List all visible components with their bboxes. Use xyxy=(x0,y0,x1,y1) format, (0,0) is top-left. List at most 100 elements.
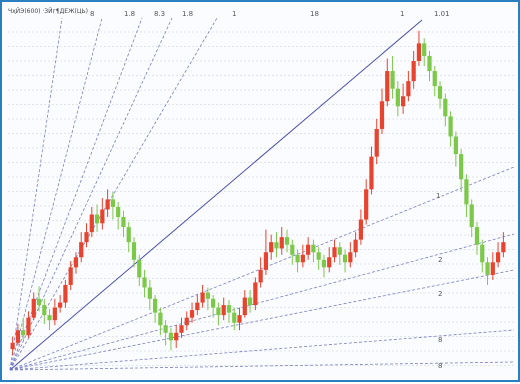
candle xyxy=(300,244,305,268)
candle xyxy=(105,189,110,218)
candle-body xyxy=(453,136,458,155)
candle xyxy=(342,249,348,273)
candle xyxy=(306,237,311,260)
candle-body xyxy=(395,88,400,107)
candle xyxy=(116,201,121,230)
candle xyxy=(226,300,232,323)
candle-body xyxy=(195,302,200,311)
candle xyxy=(221,297,226,321)
candle xyxy=(131,237,137,268)
candle xyxy=(358,209,364,245)
candle-body xyxy=(358,219,364,240)
candle-body xyxy=(258,269,263,283)
candle xyxy=(200,284,205,308)
top-label: 1 xyxy=(232,10,236,18)
candle xyxy=(216,302,221,326)
candle-body xyxy=(306,244,311,255)
candle xyxy=(290,239,295,265)
candle-body xyxy=(174,332,179,341)
candle-body xyxy=(31,298,36,318)
candle xyxy=(126,222,131,253)
candle xyxy=(84,223,89,248)
candle-body xyxy=(379,101,385,129)
fan-line xyxy=(9,233,515,371)
candle-body xyxy=(279,237,284,249)
gann-fan-lines xyxy=(9,17,515,371)
candle-body xyxy=(89,214,94,233)
candle-body xyxy=(84,232,89,243)
fan-level-label: 8 xyxy=(438,362,442,370)
candle xyxy=(195,295,200,316)
candle xyxy=(369,146,374,195)
candle xyxy=(58,295,63,313)
candle xyxy=(485,257,490,285)
candle-body xyxy=(63,284,68,303)
candle xyxy=(437,81,443,109)
candle xyxy=(474,222,480,255)
candle-body xyxy=(131,242,137,260)
candle xyxy=(279,227,284,255)
candle-body xyxy=(247,297,253,306)
candle xyxy=(189,302,195,323)
fan-line xyxy=(9,166,515,371)
candle-body xyxy=(495,252,501,263)
candle-body xyxy=(152,298,158,313)
candle-body xyxy=(501,242,506,253)
candle xyxy=(422,38,427,67)
candle-body xyxy=(94,214,100,224)
top-label: 18 xyxy=(310,10,319,18)
candle xyxy=(416,30,422,67)
candle-body xyxy=(327,257,332,268)
candle-body xyxy=(242,297,247,316)
candle xyxy=(36,286,42,312)
candle xyxy=(495,242,501,268)
candle-body xyxy=(353,239,358,253)
candle-body xyxy=(179,325,184,333)
candle-body xyxy=(221,305,226,316)
candle xyxy=(179,317,184,338)
candle xyxy=(327,247,332,273)
candle xyxy=(15,323,21,346)
candle xyxy=(158,307,163,336)
candle-body xyxy=(432,71,437,87)
candle xyxy=(237,307,242,331)
fan-line xyxy=(9,269,515,371)
candle-body xyxy=(316,252,321,260)
candle xyxy=(448,111,453,147)
candle-body xyxy=(348,252,353,263)
candle xyxy=(395,81,400,117)
fan-level-label: 8 xyxy=(438,336,442,344)
candle xyxy=(94,204,100,233)
fan-line xyxy=(9,17,143,371)
candle xyxy=(464,174,469,218)
candle xyxy=(242,289,247,318)
candle-body xyxy=(332,247,337,258)
candle-body xyxy=(364,189,369,220)
candle xyxy=(31,292,36,321)
candle xyxy=(321,254,327,278)
candle-body xyxy=(369,156,374,190)
candle-body xyxy=(100,209,105,224)
candle-body xyxy=(263,252,269,270)
candle-body xyxy=(342,254,348,263)
candle xyxy=(316,247,321,270)
candle xyxy=(52,298,57,326)
candle-body xyxy=(427,55,432,72)
candle xyxy=(364,179,369,225)
candle xyxy=(490,252,495,280)
candle xyxy=(353,232,358,258)
candle-body xyxy=(79,242,84,258)
candle-body xyxy=(237,315,242,323)
fan-line xyxy=(9,329,515,371)
candle-body xyxy=(443,98,448,117)
candle xyxy=(443,93,448,127)
fan-line xyxy=(9,17,173,371)
candle-body xyxy=(416,43,422,62)
candle-body xyxy=(26,317,31,336)
candle xyxy=(469,199,474,238)
fan-line xyxy=(9,17,103,371)
candle-body xyxy=(226,305,232,313)
candle xyxy=(247,289,253,313)
